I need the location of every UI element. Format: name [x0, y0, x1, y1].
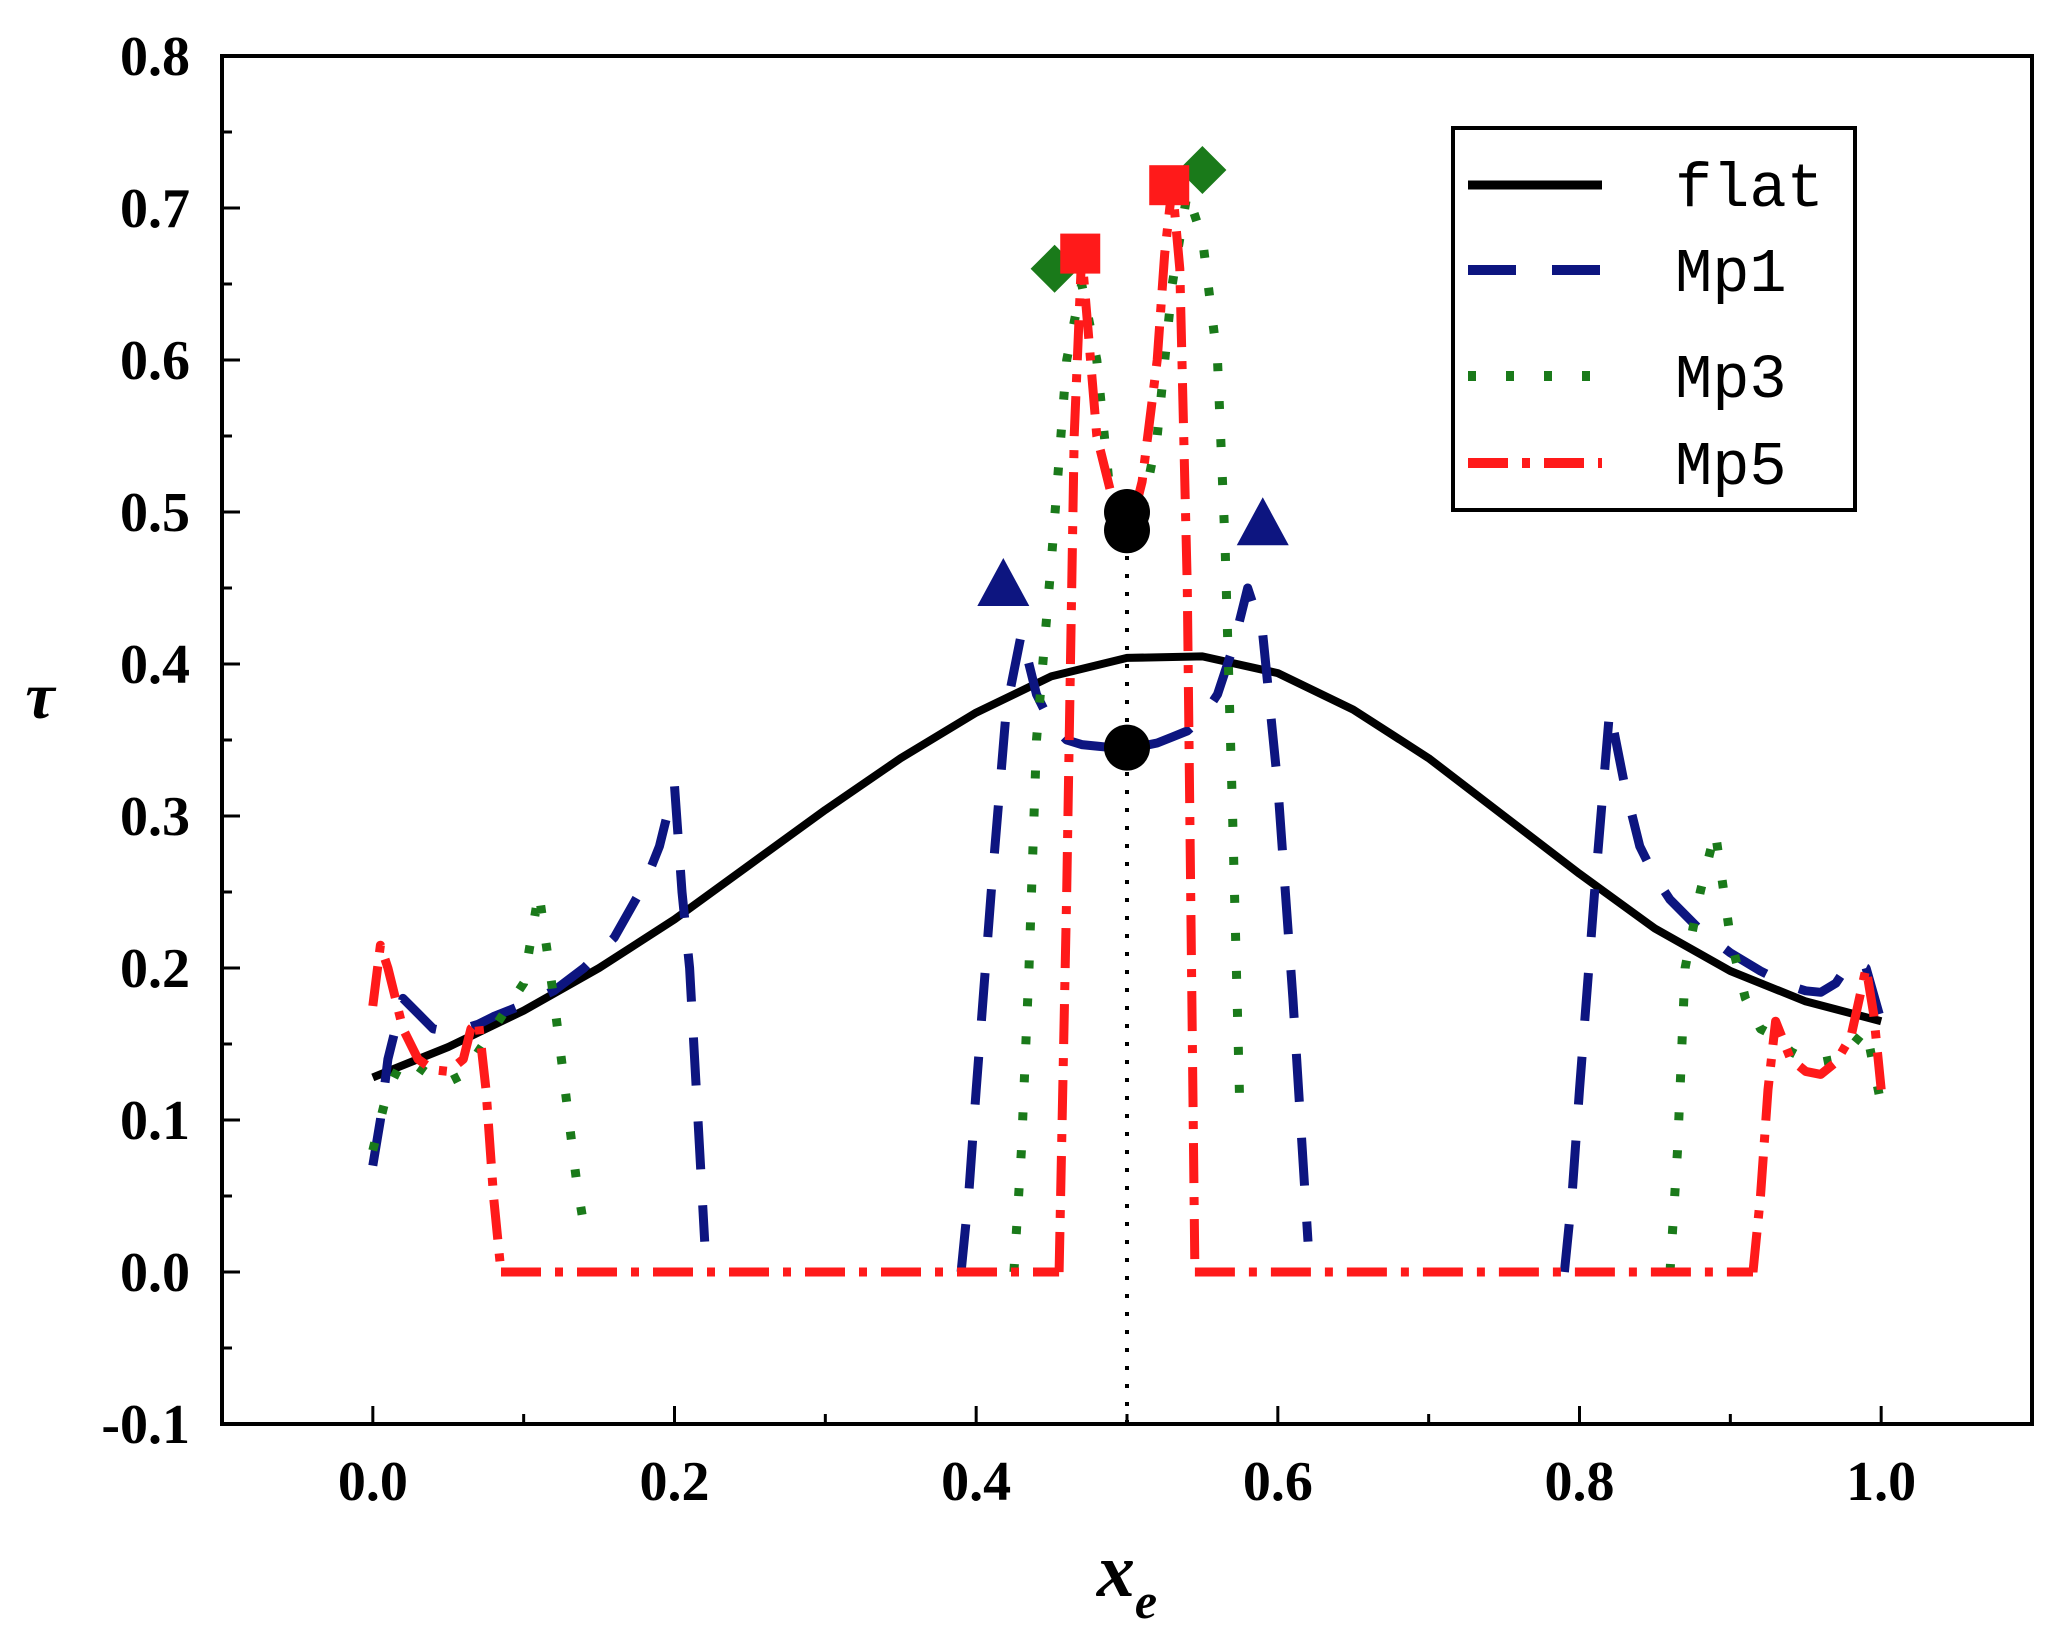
x-tick-label: 0.2 — [640, 1451, 710, 1513]
series-layer — [368, 180, 1886, 1424]
y-tick-label: 0.4 — [120, 634, 190, 696]
marker-square-3 — [1149, 165, 1190, 206]
y-tick-label: 0.8 — [120, 26, 190, 88]
marker-layer — [977, 146, 1289, 771]
series-mp3 — [368, 188, 1886, 1273]
legend-label-mp5: Mp5 — [1675, 432, 1787, 503]
x-axis-title-subscript: e — [1135, 1573, 1157, 1629]
x-tick-label: 0.0 — [338, 1451, 408, 1513]
y-tick-label: 0.0 — [120, 1242, 190, 1304]
marker-diamond-0 — [1030, 244, 1079, 293]
series-mp1 — [368, 583, 1886, 1273]
series-flat — [371, 652, 1883, 1082]
y-axis-title: τ — [25, 660, 56, 733]
y-tick-label: -0.1 — [101, 1394, 190, 1456]
y-tick-label: 0.1 — [120, 1090, 190, 1152]
y-tick-label: 0.5 — [120, 482, 190, 544]
legend-box — [1451, 126, 1857, 512]
marker-square-2 — [1060, 233, 1101, 274]
marker-triangle-5 — [1236, 497, 1289, 546]
marker-circle-7 — [1104, 507, 1150, 554]
marker-circle-8 — [1104, 724, 1150, 771]
y-tick-label: 0.3 — [120, 786, 190, 848]
marker-diamond-1 — [1178, 146, 1227, 194]
legend-label-mp3: Mp3 — [1675, 345, 1787, 416]
y-tick-label: 0.7 — [120, 178, 190, 240]
x-tick-label: 1.0 — [1846, 1451, 1916, 1513]
marker-triangle-4 — [977, 558, 1030, 606]
x-axis-title-main: x — [1096, 1529, 1135, 1613]
x-tick-label: 0.6 — [1243, 1451, 1313, 1513]
x-tick-label: 0.8 — [1545, 1451, 1615, 1513]
legend-label-flat: flat — [1675, 154, 1824, 225]
tick-layer: 0.0 0.2 0.4 0.6 0.8 1.0 -0.1 0.0 0.1 0.2 0.3 0.4 0.5… — [101, 26, 2034, 1513]
legend: flat Mp1 Mp3 Mp5 — [1451, 126, 1857, 512]
x-tick-label: 0.4 — [941, 1451, 1011, 1513]
x-axis-title: xe — [1096, 1529, 1157, 1629]
legend-label-mp1: Mp1 — [1675, 239, 1787, 310]
y-tick-label: 0.2 — [120, 938, 190, 1000]
y-tick-label: 0.6 — [120, 330, 190, 392]
